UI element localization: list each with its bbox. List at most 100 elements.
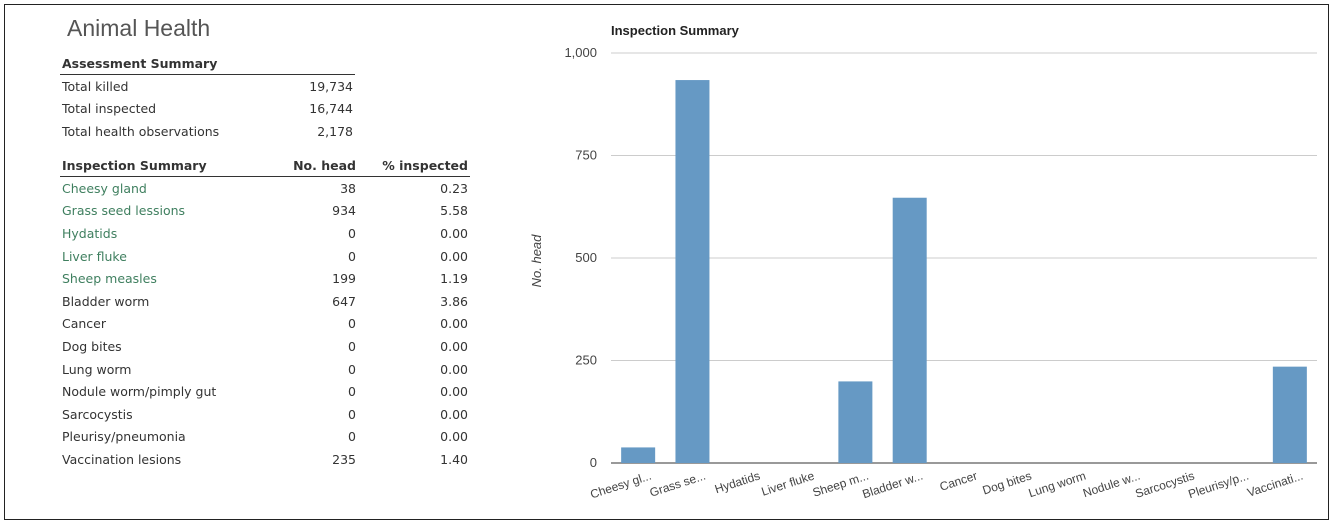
x-tick-label: Dog bites	[981, 469, 1034, 498]
x-tick-label: Hydatids	[713, 469, 762, 497]
y-tick-label: 250	[575, 353, 597, 368]
assessment-value: 19,734	[309, 78, 353, 94]
inspection-head: 0	[348, 316, 356, 332]
x-tick-label: Lung worm	[1027, 469, 1088, 501]
inspection-row: Grass seed lessions 934 5.58	[60, 200, 470, 223]
x-tick-label: Cheesy gl...	[588, 469, 653, 502]
inspection-row: Cheesy gland 38 0.23	[60, 177, 470, 200]
inspection-head: 0	[348, 248, 356, 264]
inspection-row: Bladder worm 647 3.86	[60, 290, 470, 313]
inspection-head: 934	[332, 203, 356, 219]
inspection-pct: 0.00	[440, 316, 468, 332]
inspection-pct: 0.00	[440, 429, 468, 445]
inspection-pct: 1.19	[440, 271, 468, 287]
x-tick-label: Cancer	[938, 469, 979, 494]
inspection-label: Sarcocystis	[62, 406, 133, 422]
x-tick-label: Grass se...	[648, 469, 708, 500]
x-tick-label: Sarcocystis	[1133, 469, 1196, 501]
inspection-label: Vaccination lesions	[62, 451, 182, 467]
inspection-pct: 5.58	[440, 203, 468, 219]
assessment-row: Total health observations 2,178	[60, 120, 355, 143]
inspection-head: 199	[332, 271, 356, 287]
inspection-head: 0	[348, 361, 356, 377]
assessment-label: Total health observations	[62, 123, 220, 139]
inspection-header-label: Inspection Summary	[60, 154, 274, 177]
inspection-pct: 0.00	[440, 338, 468, 354]
bar[interactable]	[838, 381, 873, 463]
inspection-row: Sarcocystis 0 0.00	[60, 403, 470, 426]
inspection-head: 0	[348, 225, 356, 241]
inspection-head: 0	[348, 429, 356, 445]
inspection-label: Dog bites	[62, 338, 122, 354]
bar[interactable]	[1272, 366, 1307, 463]
assessment-header-row: Assessment Summary	[60, 52, 355, 75]
inspection-head: 0	[348, 384, 356, 400]
assessment-body: Total killed 19,734 Total inspected 16,744 T…	[60, 75, 355, 143]
inspection-link[interactable]: Liver fluke	[62, 248, 127, 264]
inspection-link[interactable]: Sheep measles	[62, 271, 157, 287]
inspection-summary-table: Inspection Summary No. head % inspected …	[60, 154, 470, 471]
inspection-header-row: Inspection Summary No. head % inspected	[60, 154, 470, 177]
inspection-row: Pleurisy/pneumonia 0 0.00	[60, 426, 470, 449]
x-tick-label: Nodule w...	[1081, 469, 1142, 501]
panel-title: Animal Health	[67, 15, 211, 41]
y-tick-label: 750	[575, 148, 597, 163]
inspection-label: Nodule worm/pimply gut	[62, 384, 217, 400]
chart-grid	[611, 52, 1317, 464]
bar-chart-svg: Inspection Summary 0 250 500 750 1,000 No. h…	[529, 23, 1317, 501]
inspection-label: Bladder worm	[62, 293, 150, 309]
assessment-label: Total killed	[62, 78, 129, 94]
inspection-row: Liver fluke 0 0.00	[60, 245, 470, 268]
inspection-link[interactable]: Cheesy gland	[62, 180, 147, 196]
y-axis-label: No. head	[529, 234, 544, 288]
inspection-row: Nodule worm/pimply gut 0 0.00	[60, 380, 470, 403]
assessment-row: Total inspected 16,744	[60, 98, 355, 121]
assessment-row: Total killed 19,734	[60, 75, 355, 98]
inspection-link[interactable]: Grass seed lessions	[62, 203, 186, 219]
inspection-label: Cancer	[62, 316, 107, 332]
inspection-row: Dog bites 0 0.00	[60, 335, 470, 358]
y-tick-label: 1,000	[564, 45, 597, 60]
inspection-pct: 0.23	[440, 180, 468, 196]
assessment-header: Assessment Summary	[60, 52, 355, 75]
x-tick-label: Pleurisy/p...	[1187, 469, 1251, 502]
inspection-pct: 3.86	[440, 293, 468, 309]
inspection-pct: 0.00	[440, 361, 468, 377]
inspection-link[interactable]: Hydatids	[62, 225, 118, 241]
bar[interactable]	[675, 80, 710, 463]
inspection-header-head: No. head	[274, 154, 358, 177]
inspection-head: 647	[332, 293, 356, 309]
assessment-summary-table: Assessment Summary Total killed 19,734 Tot…	[60, 52, 355, 143]
inspection-row: Vaccination lesions 235 1.40	[60, 448, 470, 471]
chart-title: Inspection Summary	[611, 23, 740, 38]
inspection-row: Sheep measles 199 1.19	[60, 267, 470, 290]
y-tick-label: 0	[590, 455, 597, 470]
inspection-pct: 0.00	[440, 406, 468, 422]
animal-health-panel: Animal Health Assessment Summary Total k…	[4, 4, 1329, 520]
assessment-value: 2,178	[317, 123, 353, 139]
y-axis-ticks: 0 250 500 750 1,000	[564, 45, 597, 470]
inspection-row: Hydatids 0 0.00	[60, 222, 470, 245]
inspection-pct: 0.00	[440, 384, 468, 400]
bar[interactable]	[621, 447, 656, 463]
inspection-pct: 0.00	[440, 225, 468, 241]
inspection-body: Cheesy gland 38 0.23 Grass seed lessions 934…	[60, 177, 470, 471]
x-tick-label: Bladder w...	[861, 469, 925, 502]
inspection-header-pct: % inspected	[358, 154, 470, 177]
assessment-label: Total inspected	[62, 101, 157, 117]
inspection-head: 0	[348, 406, 356, 422]
y-tick-label: 500	[575, 250, 597, 265]
inspection-label: Pleurisy/pneumonia	[62, 429, 186, 445]
inspection-row: Cancer 0 0.00	[60, 313, 470, 336]
inspection-head: 0	[348, 338, 356, 354]
inspection-row: Lung worm 0 0.00	[60, 358, 470, 381]
inspection-pct: 0.00	[440, 248, 468, 264]
assessment-value: 16,744	[309, 101, 353, 117]
summary-section: Animal Health Assessment Summary Total k…	[5, 5, 485, 519]
bars	[621, 80, 1307, 464]
x-tick-label: Liver fluke	[760, 468, 817, 498]
bar[interactable]	[892, 197, 927, 464]
inspection-head: 38	[340, 180, 356, 196]
inspection-head: 235	[332, 451, 356, 467]
